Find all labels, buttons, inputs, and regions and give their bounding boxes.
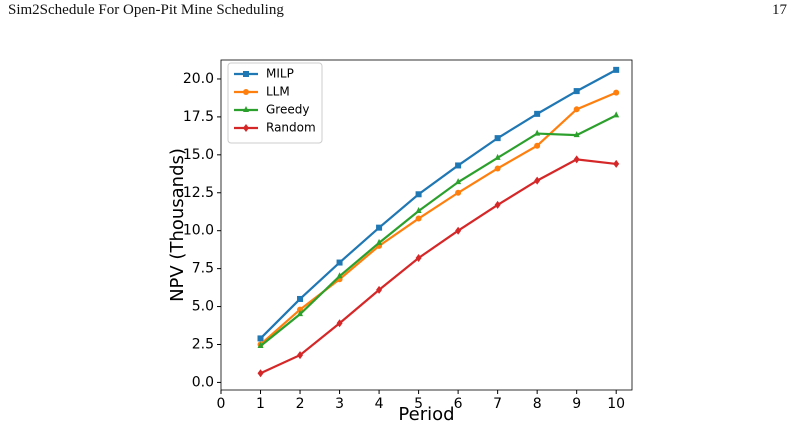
y-tick-label: 7.5	[192, 261, 214, 277]
x-tick-label: 7	[493, 396, 502, 412]
marker	[613, 66, 620, 73]
marker	[455, 162, 462, 169]
marker	[415, 254, 422, 262]
legend-label: Greedy	[266, 103, 309, 117]
marker	[494, 135, 501, 142]
marker	[257, 342, 264, 348]
page-number: 17	[772, 2, 787, 18]
marker	[613, 159, 620, 168]
legend-box	[227, 62, 323, 144]
x-tick-label: 2	[296, 396, 305, 412]
marker	[573, 131, 580, 138]
marker	[534, 129, 541, 136]
marker	[297, 295, 304, 302]
x-tick-label: 1	[256, 396, 265, 412]
marker	[534, 142, 541, 149]
marker	[376, 285, 383, 294]
y-tick-label: 0.0	[192, 374, 214, 390]
x-tick-label: 0	[217, 396, 226, 412]
marker	[243, 71, 249, 77]
legend-label: MILP	[266, 67, 294, 81]
marker	[415, 215, 422, 222]
y-tick-label: 17.5	[183, 109, 214, 125]
marker	[336, 272, 343, 279]
x-tick-label: 9	[572, 396, 581, 412]
marker	[376, 224, 383, 231]
series-line	[259, 114, 617, 347]
marker	[336, 319, 343, 328]
marker	[573, 106, 580, 113]
marker	[243, 124, 249, 132]
legend-label: LLM	[266, 85, 290, 99]
marker	[494, 165, 501, 172]
x-tick-label: 3	[335, 396, 344, 412]
marker	[243, 89, 249, 95]
marker	[376, 238, 383, 245]
x-axis-label: Period	[398, 404, 454, 425]
marker	[297, 310, 304, 317]
legend-label: Random	[266, 121, 316, 135]
marker	[455, 226, 462, 235]
marker	[573, 155, 580, 164]
marker	[573, 88, 580, 95]
plot-frame	[220, 59, 633, 391]
series-line	[259, 68, 617, 340]
y-tick-label: 2.5	[192, 336, 214, 352]
x-tick-label: 6	[454, 396, 463, 412]
marker	[455, 178, 462, 185]
x-tick-label: 5	[414, 396, 423, 412]
x-tick-label: 4	[375, 396, 384, 412]
marker	[257, 369, 264, 378]
y-tick-label: 5.0	[192, 299, 214, 315]
series-line	[260, 158, 617, 375]
y-axis-label: NPV (Thousands)	[167, 148, 188, 302]
marker	[415, 206, 422, 213]
y-tick-label: 20.0	[183, 71, 214, 87]
marker	[336, 259, 343, 266]
marker	[534, 176, 541, 185]
marker	[455, 189, 462, 196]
running-title: Sim2Schedule For Open-Pit Mine Schedulin…	[8, 2, 284, 18]
marker	[243, 106, 249, 112]
marker	[613, 111, 620, 118]
y-tick-label: 15.0	[183, 147, 214, 163]
marker	[494, 153, 501, 160]
x-tick-label: 10	[607, 396, 625, 412]
marker	[494, 200, 501, 209]
marker	[415, 191, 422, 198]
marker	[534, 110, 541, 117]
y-tick-label: 12.5	[183, 185, 214, 201]
marker	[297, 306, 304, 313]
marker	[613, 89, 620, 96]
x-tick-label: 8	[533, 396, 542, 412]
marker	[297, 351, 304, 360]
marker	[257, 335, 264, 342]
y-tick-label: 10.0	[183, 223, 214, 239]
